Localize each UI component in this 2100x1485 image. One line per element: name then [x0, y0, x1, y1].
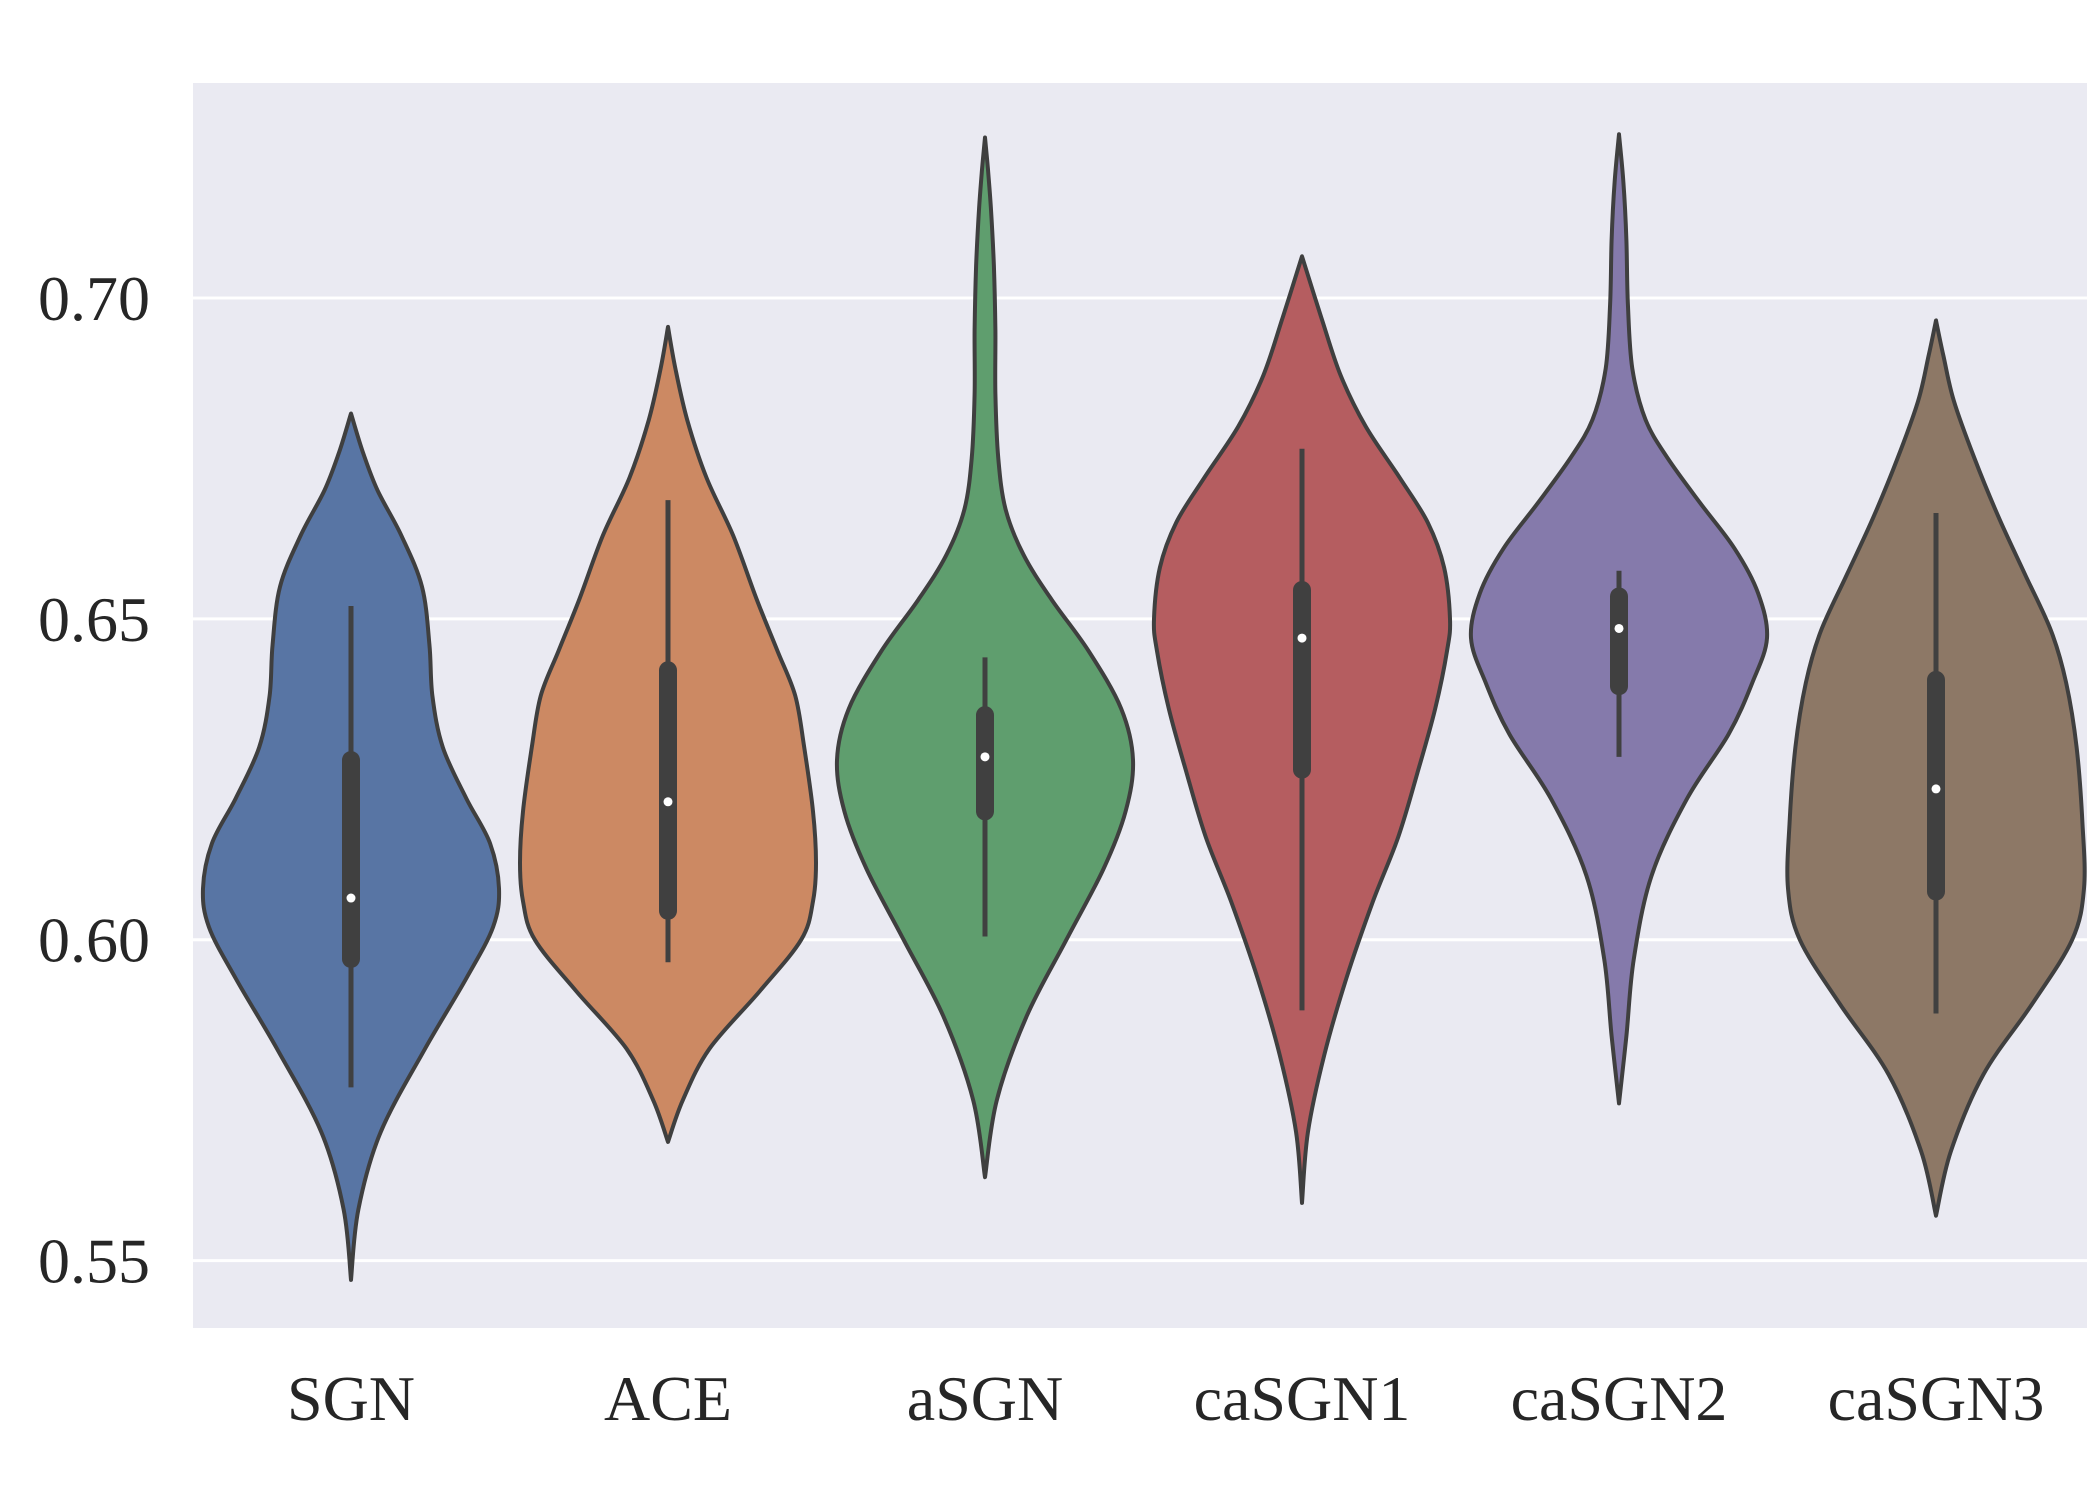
violin-body-aSGN: [834, 135, 1136, 1180]
x-tick-label-ACE: ACE: [604, 1363, 732, 1434]
median-dot-SGN: [346, 893, 356, 903]
x-tick-label-caSGN3: caSGN3: [1828, 1363, 2045, 1434]
median-dot-caSGN3: [1931, 784, 1941, 794]
x-tick-label-aSGN: aSGN: [907, 1363, 1063, 1434]
violins: [200, 132, 2087, 1282]
median-dot-caSGN1: [1297, 633, 1307, 643]
violin-ACE: [518, 324, 818, 1144]
violin-caSGN2: [1468, 132, 1770, 1106]
x-axis-tick-labels: SGN ACE aSGN caSGN1 caSGN2 caSGN3: [287, 1363, 2044, 1434]
y-tick-label: 0.55: [38, 1226, 150, 1297]
violin-caSGN1: [1151, 254, 1453, 1205]
x-tick-label-SGN: SGN: [287, 1363, 415, 1434]
violin-SGN: [200, 411, 502, 1282]
plot-background: [193, 83, 2087, 1328]
x-tick-label-caSGN1: caSGN1: [1194, 1363, 1411, 1434]
median-dot-ACE: [663, 797, 673, 807]
y-axis-tick-labels: 0.55 0.60 0.65 0.70: [38, 263, 150, 1297]
x-tick-label-caSGN2: caSGN2: [1511, 1363, 1728, 1434]
grid-lines: [193, 296, 2087, 1263]
y-tick-label: 0.65: [38, 584, 150, 655]
y-tick-label: 0.70: [38, 263, 150, 334]
y-tick-label: 0.60: [38, 905, 150, 976]
violin-caSGN3: [1785, 318, 2087, 1218]
violin-aSGN: [834, 135, 1136, 1180]
median-dot-aSGN: [980, 752, 990, 762]
median-dot-caSGN2: [1614, 623, 1624, 633]
